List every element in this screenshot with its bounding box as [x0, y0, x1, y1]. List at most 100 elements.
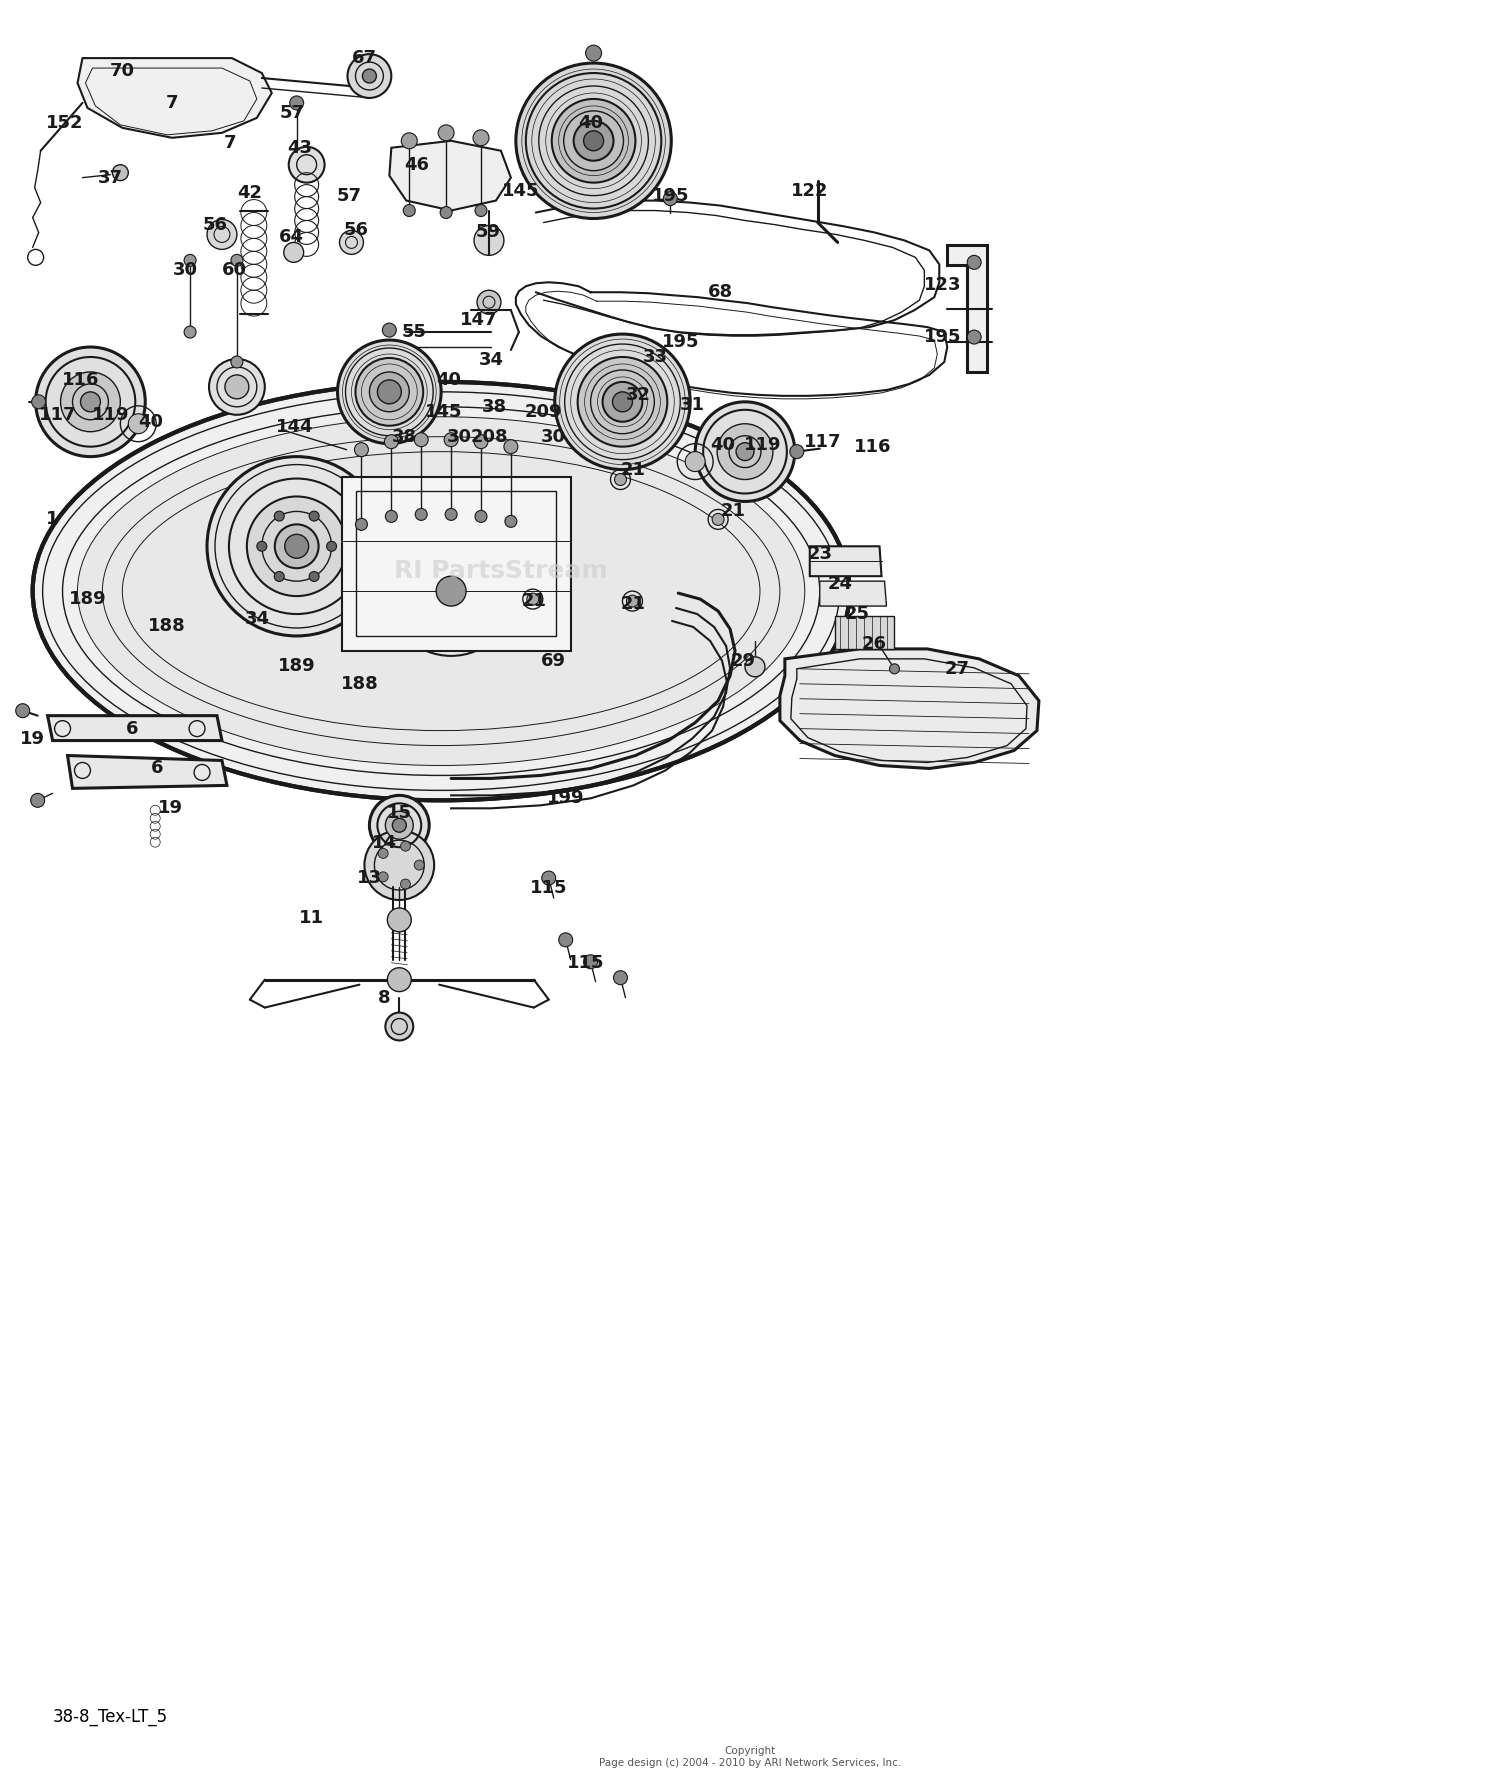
Text: 31: 31 [680, 396, 705, 414]
Circle shape [402, 132, 417, 148]
Circle shape [231, 355, 243, 368]
Text: 70: 70 [110, 62, 135, 80]
Text: 7: 7 [224, 134, 236, 152]
Circle shape [384, 436, 399, 448]
Circle shape [112, 164, 129, 180]
Circle shape [36, 346, 146, 457]
Circle shape [386, 812, 414, 839]
Text: 195: 195 [662, 334, 699, 352]
Text: 30: 30 [172, 261, 198, 278]
Circle shape [356, 359, 423, 427]
Polygon shape [48, 716, 222, 741]
Text: 68: 68 [708, 284, 732, 302]
Text: 40: 40 [711, 436, 735, 453]
Circle shape [309, 571, 320, 582]
Text: 152: 152 [46, 114, 84, 132]
Circle shape [542, 871, 555, 885]
Circle shape [584, 955, 597, 969]
Circle shape [274, 571, 284, 582]
Text: 40: 40 [578, 114, 603, 132]
Text: 30: 30 [542, 428, 566, 446]
Text: 123: 123 [924, 277, 962, 295]
Circle shape [474, 436, 488, 448]
Circle shape [585, 45, 602, 61]
Text: 40: 40 [138, 412, 162, 430]
Circle shape [436, 577, 466, 607]
Text: 38: 38 [392, 428, 417, 446]
Circle shape [207, 457, 387, 635]
Circle shape [400, 878, 411, 889]
Text: 209: 209 [525, 403, 562, 421]
Text: 8: 8 [378, 989, 390, 1007]
Text: 30: 30 [447, 428, 471, 446]
Circle shape [129, 414, 149, 434]
Text: 25: 25 [844, 605, 870, 623]
Circle shape [968, 255, 981, 270]
Text: 21: 21 [621, 461, 646, 478]
Circle shape [968, 330, 981, 345]
Text: 147: 147 [460, 311, 498, 328]
Circle shape [717, 423, 772, 480]
Circle shape [81, 393, 100, 412]
Circle shape [231, 255, 243, 266]
Text: 188: 188 [148, 618, 186, 635]
Text: 122: 122 [790, 182, 828, 200]
Circle shape [209, 359, 266, 414]
Circle shape [686, 452, 705, 471]
Polygon shape [390, 141, 512, 211]
Circle shape [790, 444, 804, 459]
Text: 189: 189 [278, 657, 315, 675]
Circle shape [327, 541, 336, 552]
Circle shape [386, 511, 398, 523]
Circle shape [663, 191, 678, 205]
Circle shape [256, 541, 267, 552]
Polygon shape [780, 650, 1040, 769]
Circle shape [15, 703, 30, 718]
Text: 56: 56 [202, 216, 228, 234]
Text: 69: 69 [542, 652, 566, 669]
Ellipse shape [78, 416, 806, 766]
Circle shape [890, 664, 900, 673]
Text: 46: 46 [404, 155, 429, 173]
Text: 145: 145 [426, 403, 464, 421]
Text: 26: 26 [862, 635, 886, 653]
Circle shape [712, 514, 724, 525]
Polygon shape [834, 616, 894, 650]
Circle shape [356, 518, 368, 530]
Text: 34: 34 [244, 610, 270, 628]
Text: 64: 64 [279, 228, 304, 246]
Circle shape [284, 243, 303, 262]
Circle shape [555, 334, 690, 469]
Text: 13: 13 [357, 869, 382, 887]
Circle shape [369, 796, 429, 855]
Text: 38-8_Tex-LT_5: 38-8_Tex-LT_5 [53, 1708, 168, 1726]
Circle shape [290, 96, 303, 111]
Text: 19: 19 [158, 800, 183, 818]
Circle shape [504, 439, 518, 453]
Circle shape [426, 566, 476, 616]
Text: 21: 21 [621, 594, 646, 612]
Text: 1: 1 [46, 511, 58, 528]
Circle shape [476, 205, 488, 216]
Text: 189: 189 [69, 591, 106, 609]
Circle shape [414, 432, 428, 446]
Circle shape [30, 793, 45, 807]
Text: 59: 59 [476, 223, 501, 241]
Circle shape [476, 511, 488, 523]
Circle shape [506, 516, 518, 527]
Circle shape [414, 860, 424, 869]
Text: 23: 23 [807, 544, 832, 564]
Text: 42: 42 [237, 184, 262, 202]
Polygon shape [342, 477, 570, 652]
Circle shape [573, 121, 614, 161]
Circle shape [387, 527, 516, 655]
Text: 145: 145 [503, 182, 540, 200]
Text: 208: 208 [470, 428, 509, 446]
Text: 14: 14 [372, 834, 398, 851]
Text: 115: 115 [567, 953, 604, 971]
Circle shape [411, 552, 491, 630]
Circle shape [378, 871, 388, 882]
Circle shape [309, 511, 320, 521]
Text: 117: 117 [39, 405, 76, 423]
Circle shape [32, 394, 45, 409]
